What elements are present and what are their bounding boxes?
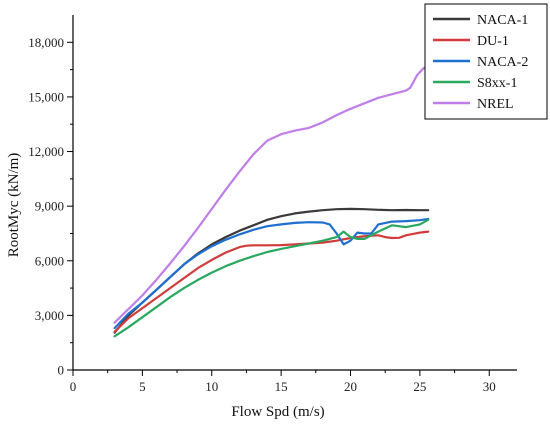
legend-label-naca-1: NACA-1 — [477, 13, 528, 28]
x-tick-label: 5 — [139, 379, 146, 394]
y-tick-label: 18,000 — [28, 35, 64, 50]
series-line-s8xx-1 — [113, 218, 430, 338]
legend-label-du-1: DU-1 — [477, 34, 509, 49]
legend-label-s8xx-1: S8xx-1 — [477, 76, 517, 91]
y-tick-label: 6,000 — [35, 253, 64, 268]
legend-label-naca-2: NACA-2 — [477, 55, 528, 70]
series-lines — [113, 65, 430, 338]
series-line-naca-2 — [113, 217, 430, 330]
series-line-du-1 — [113, 230, 430, 333]
y-tick-label: 0 — [58, 363, 65, 378]
y-axis-title: RootMyc (kN/m) — [6, 153, 22, 258]
x-tick-label: 25 — [413, 379, 426, 394]
y-tick-label: 12,000 — [28, 144, 64, 159]
series-line-nrel — [113, 65, 430, 324]
x-tick-label: 0 — [70, 379, 77, 394]
legend-label-nrel: NREL — [477, 97, 514, 112]
x-tick-label: 20 — [344, 379, 357, 394]
x-axis-title: Flow Spd (m/s) — [231, 404, 324, 420]
axes — [72, 15, 517, 371]
legend: NACA-1 DU-1 NACA-2 S8xx-1 NREL — [424, 3, 548, 120]
y-tick-label: 9,000 — [35, 199, 64, 214]
tick-labels: 0 5 10 15 20 25 30 0 3,000 6,000 9,000 12,000 15,000… — [28, 35, 496, 394]
y-tick-label: 3,000 — [35, 308, 64, 323]
x-tick-label: 10 — [205, 379, 218, 394]
series-line-naca-1 — [113, 207, 430, 334]
y-tick-label: 15,000 — [28, 89, 64, 104]
x-tick-label: 15 — [275, 379, 288, 394]
x-tick-label: 30 — [483, 379, 496, 394]
